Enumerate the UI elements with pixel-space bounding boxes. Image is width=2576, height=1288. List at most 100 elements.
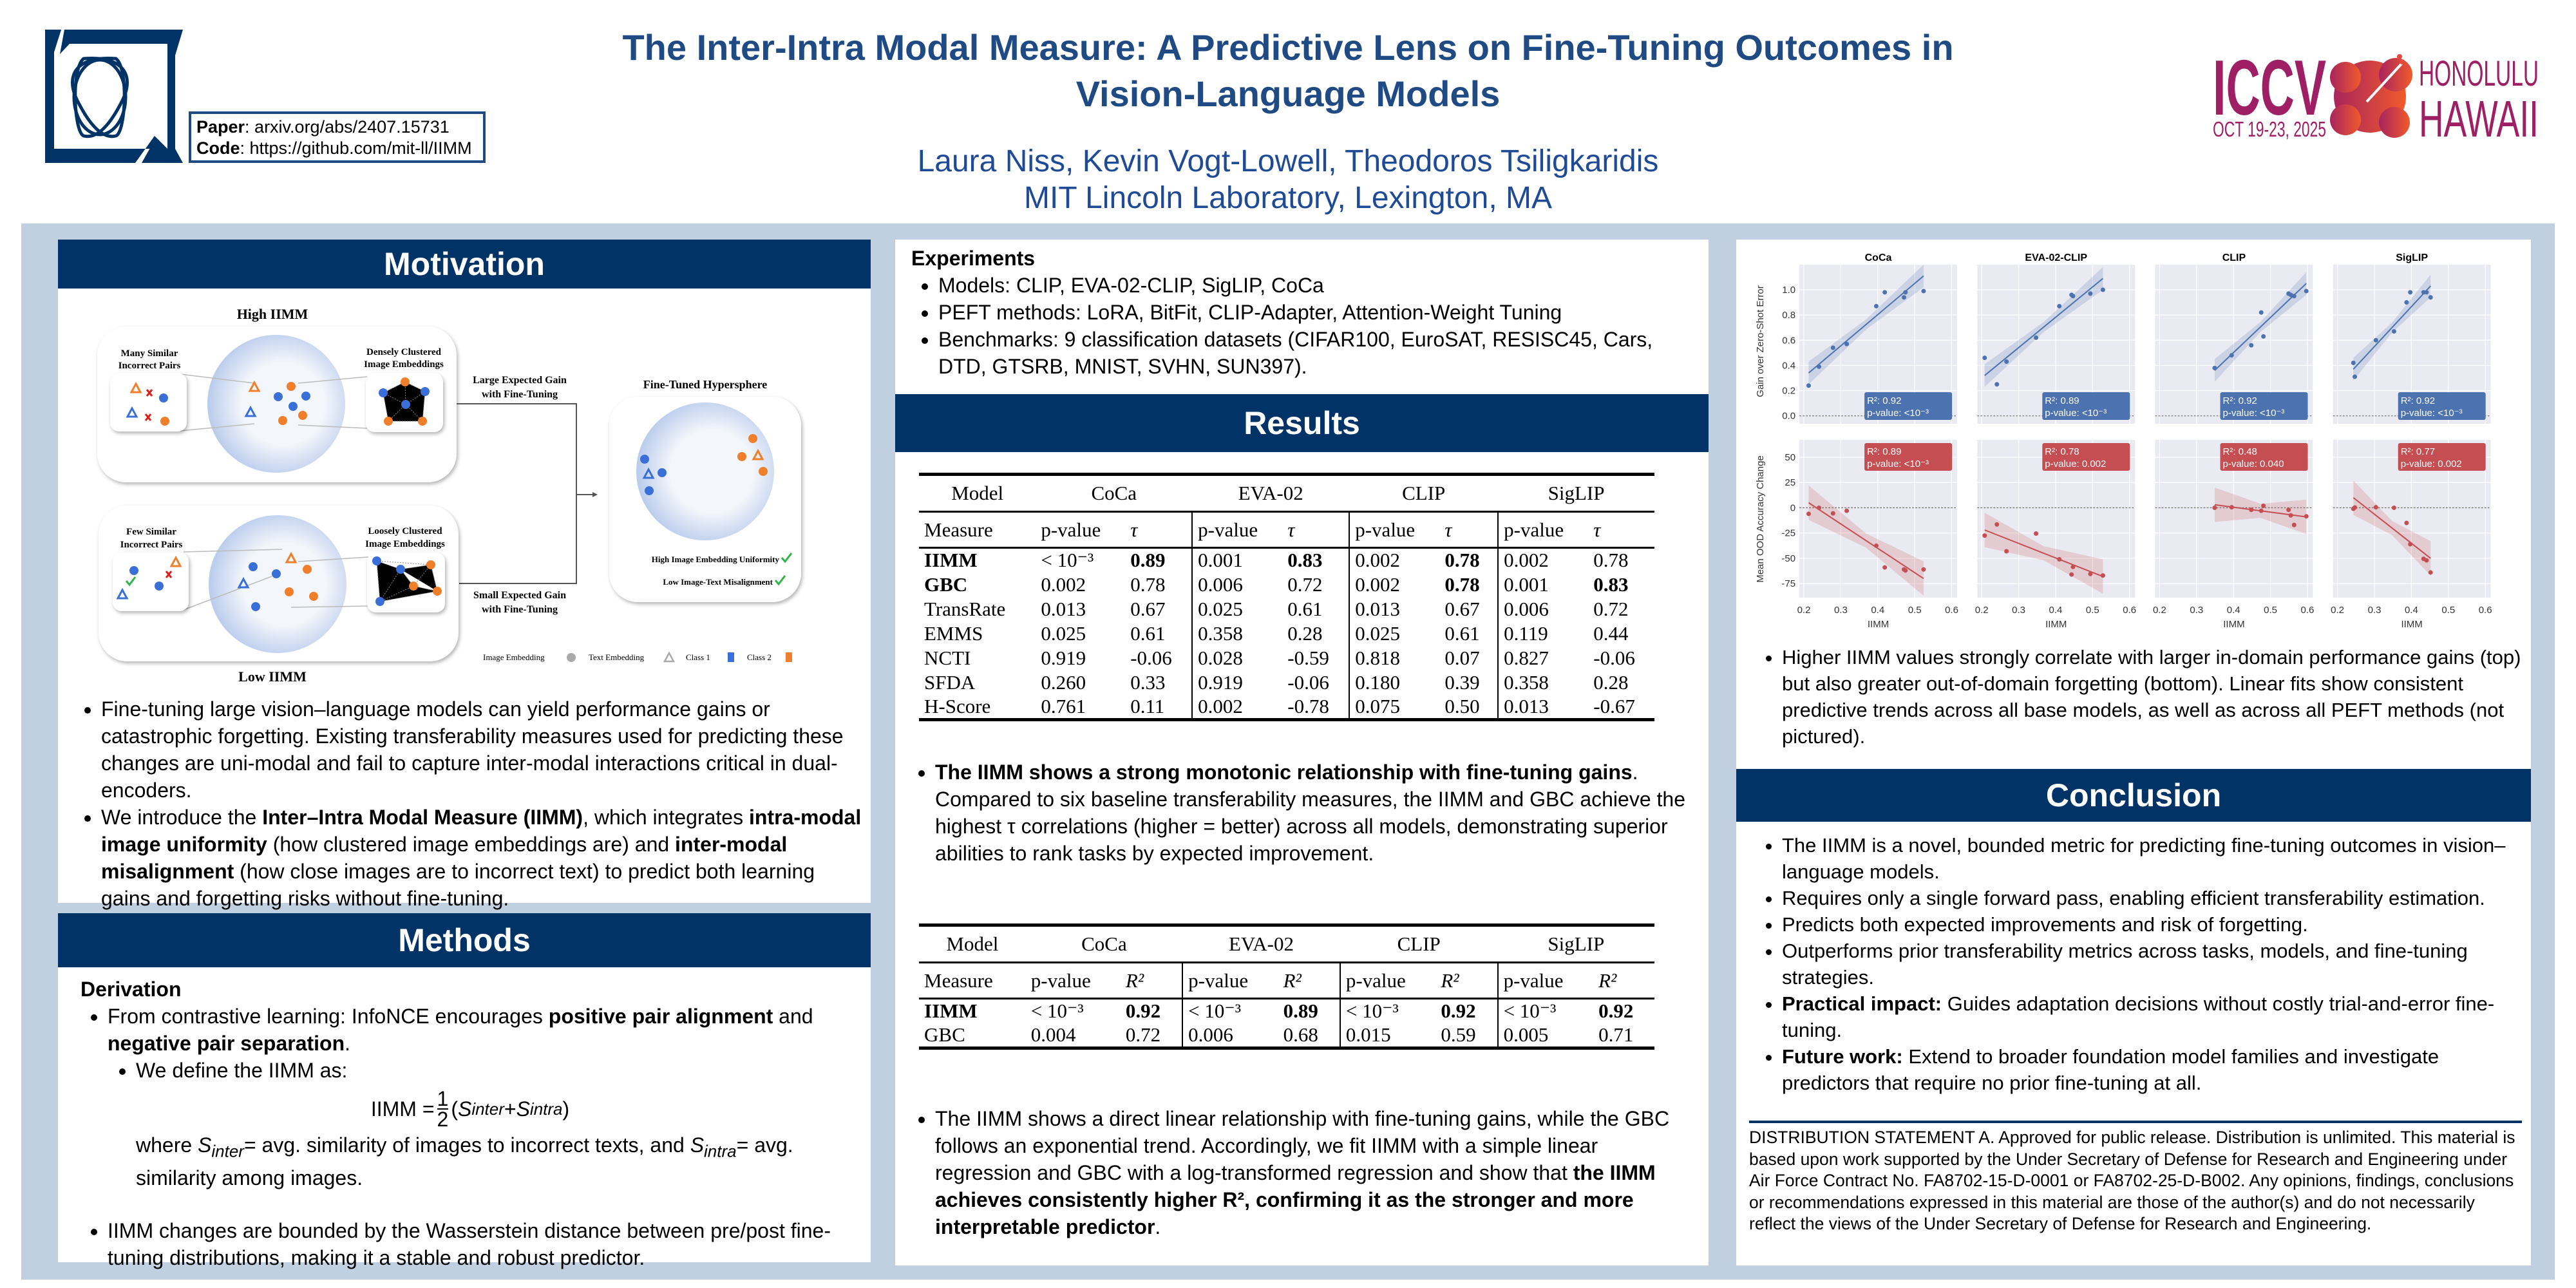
table-cell: 0.28 [1287,621,1323,645]
data-point [2100,287,2105,292]
data-point [1873,543,1879,548]
data-point [1903,290,1908,295]
table-cell: 0.67 [1444,597,1480,620]
data-point [2408,290,2413,295]
table-cell: -0.06 [1287,670,1329,694]
where-text: where [136,1133,198,1157]
data-point [2304,514,2309,519]
measure-name: IIMM [924,549,978,572]
y-tick-label: 0.8 [1782,310,1795,321]
data-point [1903,568,1908,573]
table-cell: 0.72 [1593,597,1629,620]
conclusion-bullet: Requires only a single forward pass, ena… [1782,885,2524,911]
stats-box [2042,443,2130,471]
mismatch-x-icon [165,571,173,578]
measure-name: NCTI [924,646,971,669]
column-subheader: Measure [919,511,1036,549]
table-cell: < 10⁻³ [1497,998,1594,1023]
table-cell: < 10⁻³ [1030,999,1084,1023]
formula-plus: + [504,1097,516,1121]
paper-link[interactable]: Paper: arxiv.org/abs/2407.15731 [196,117,478,138]
author-block: Laura Niss, Kevin Vogt-Lowell, Theodoros… [361,143,2215,216]
svg-text:ICCV: ICCV [2213,50,2326,131]
data-point [2070,294,2076,299]
table-cell: < 10⁻³ [1339,998,1436,1023]
conclusion-bullet: Future work: Extend to broader foundatio… [1782,1043,2524,1096]
p-value-label: p-value: <10⁻³ [2223,408,2285,419]
conclusion-bullet: Outperforms prior transferability metric… [1782,938,2524,990]
table-cell: 0.015 [1339,1023,1436,1050]
body-text: (how clustered image embeddings are) and [267,833,676,856]
table-cell: 0.61 [1287,597,1323,620]
y-tick-label: -50 [1781,553,1795,564]
column-header: Model [919,473,1036,513]
column-subheader: p-value [1182,962,1278,999]
label-small-gain: Small Expected Gain [473,590,566,601]
y-axis-label-bottom: Mean OOD Accuracy Change [1755,455,1766,583]
stats-box [2042,392,2130,420]
transferability-tau-table: Model CoCa EVA-02 CLIP SigLIP Measure p-value τ… [919,473,1654,721]
y-tick-label: 25 [1785,477,1795,488]
x-tick-label: 0.2 [1797,605,1811,616]
x-tick-label: 0.4 [2227,605,2240,616]
y-tick-label: 1.0 [1782,285,1795,296]
code-link[interactable]: Code: https://github.com/mit-ll/IIMM [196,138,478,159]
x-tick-label: 0.4 [1871,605,1884,616]
x-axis-label: IIMM [2401,619,2422,630]
charts-caption: Higher IIMM values strongly correlate wi… [1755,644,2521,750]
measure-name: H-Score [919,694,1036,721]
table-cell: 0.78 [1444,549,1480,572]
label-few-similar: Few Similar [126,527,176,537]
label-large-gain-2: with Fine-Tuning [482,389,558,400]
data-point [2057,303,2062,308]
column-subheader: R² [1120,962,1183,999]
motivation-heading: Motivation [58,240,871,289]
table-cell: -0.06 [1593,646,1635,669]
p-value-label: p-value: <10⁻³ [1867,459,1929,469]
table-row: NCTI 0.919 -0.06 0.028 -0.59 0.818 0.07 0.827 -0… [919,645,1654,670]
stats-box [2398,443,2486,471]
y-tick-label: 0.4 [1782,360,1795,371]
table-cell: 0.827 [1497,645,1589,670]
formula-sub-inter: inter [471,1099,504,1119]
body-text: Guides adaptation decisions without cost… [1782,992,2495,1041]
table-row: GBC 0.002 0.78 0.006 0.72 0.002 0.78 0.001 0.83 [919,572,1654,597]
x-tick-label: 0.5 [1908,605,1922,616]
x-tick-label: 0.5 [2264,605,2277,616]
conclusion-bullet: Practical impact: Guides adaptation deci… [1782,990,2524,1043]
where-text: = avg. similarity among images. [136,1133,793,1190]
column-subheader: τ [1282,511,1350,549]
table-cell: 0.358 [1191,621,1283,646]
table-cell: 0.001 [1497,572,1589,597]
fit-line [2353,497,2431,559]
title-line-2: Vision-Language Models [1075,73,1501,114]
data-point [2034,531,2039,536]
data-point [2353,374,2358,379]
experiments-item: Models: CLIP, EVA-02-CLIP, SigLIP, CoCa [938,272,1703,299]
table-cell: 0.33 [1130,670,1166,694]
data-point [2229,505,2234,510]
data-point [2424,558,2429,563]
paper-url[interactable]: : arxiv.org/abs/2407.15731 [245,117,450,137]
table-cell: < 10⁻³ [1041,549,1094,572]
fit-line [1984,529,2103,578]
data-point [2408,542,2413,547]
y-tick-label: -75 [1781,578,1795,589]
p-value-label: p-value: <10⁻³ [2045,408,2107,419]
data-point [2404,300,2409,305]
code-url[interactable]: : https://github.com/mit-ll/IIMM [240,138,472,158]
formula-lhs: IIMM = [370,1097,435,1121]
table-cell: 0.180 [1349,670,1440,695]
p-value-label: p-value: 0.040 [2223,459,2284,469]
r2-label: R²: 0.48 [2223,446,2257,457]
p-value-label: p-value: 0.002 [2045,459,2106,469]
x-tick-label: 0.3 [2368,605,2382,616]
hypersphere-high [207,335,345,473]
table-cell: 0.013 [1041,597,1086,620]
x-tick-label: 0.5 [2086,605,2099,616]
experiments-section: Experiments Models: CLIP, EVA-02-CLIP, S… [911,245,1703,380]
table-cell: 0.89 [1130,549,1166,572]
data-point [1921,567,1926,572]
derivation-heading: Derivation [80,978,182,1001]
